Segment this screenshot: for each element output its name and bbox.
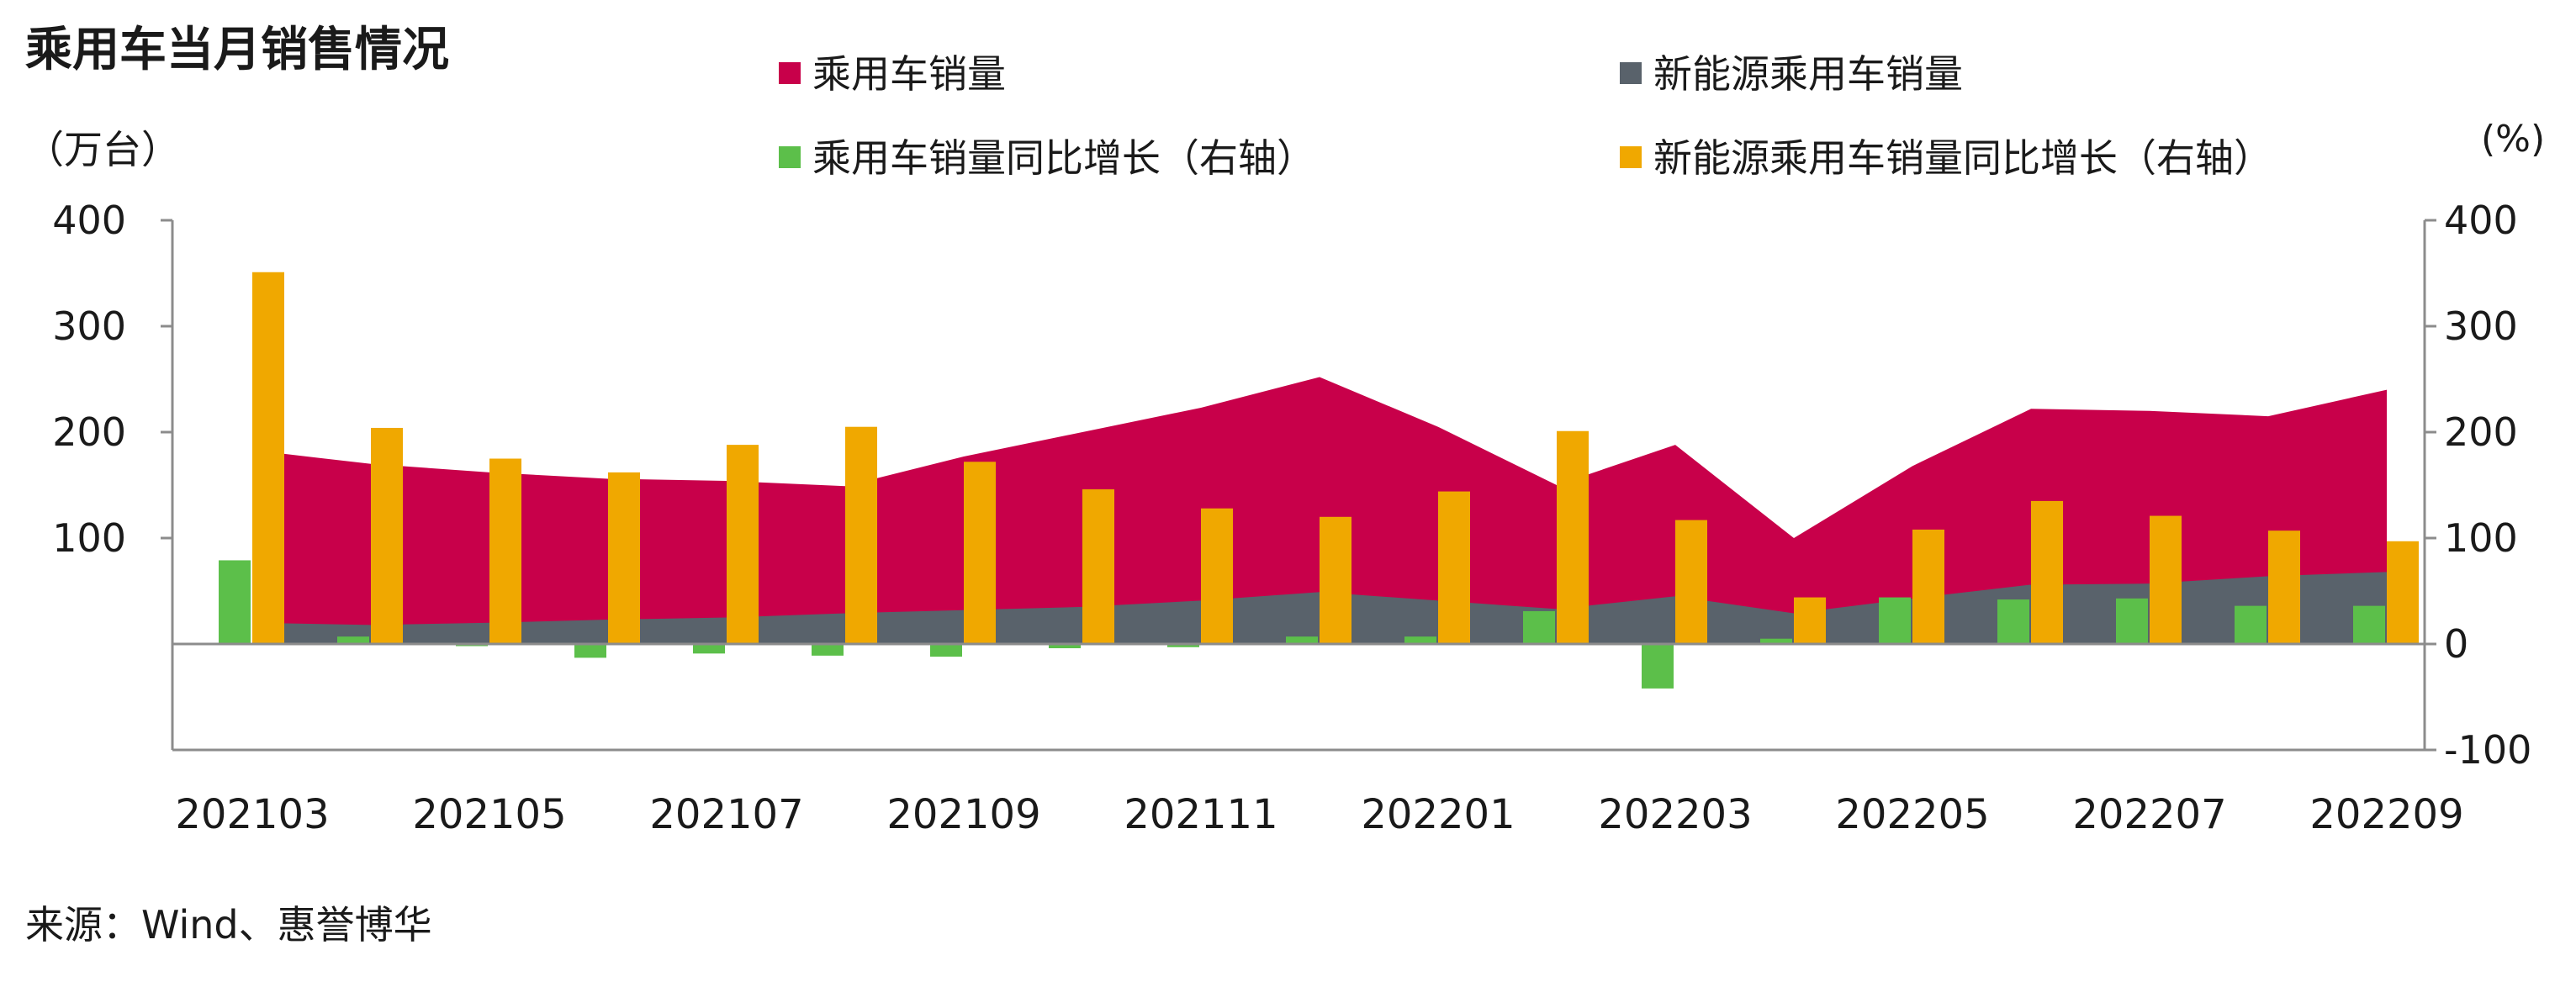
- legend-label-2: 新能源乘用车销量: [1653, 51, 1963, 97]
- legend-swatch-2: [1620, 62, 1642, 84]
- left-axis-unit: （万台）: [25, 127, 180, 172]
- bar-series-2-202105: [489, 458, 521, 644]
- bar-series-1-202208: [2235, 605, 2267, 644]
- bar-series-2-202107: [727, 445, 759, 644]
- bar-series-1-202206: [1997, 599, 2029, 644]
- bar-series-2-202109: [964, 462, 996, 644]
- bar-series-2-202203: [1675, 520, 1707, 644]
- bar-series-2-202103: [252, 272, 284, 644]
- legend-label-4: 新能源乘用车销量同比增长（右轴）: [1653, 135, 2272, 181]
- bar-series-1-202104: [337, 636, 369, 644]
- x-tick-label-202103: 202103: [175, 791, 329, 838]
- x-tick-label-202205: 202205: [1835, 791, 1989, 838]
- legend-label-3: 乘用车销量同比增长（右轴）: [812, 135, 1315, 181]
- bar-series-2-202112: [1320, 516, 1351, 644]
- left-tick-label-400: 400: [52, 198, 126, 243]
- bar-series-1-202112: [1286, 636, 1318, 644]
- x-tick-label-202201: 202201: [1361, 791, 1515, 838]
- bar-series-1-202111: [1167, 644, 1199, 647]
- right-axis-unit: (%): [2481, 118, 2545, 161]
- bar-series-1-202103: [219, 560, 251, 644]
- right-tick-label-300: 300: [2444, 303, 2518, 349]
- bar-series-2-202209: [2387, 541, 2419, 644]
- left-tick-label-100: 100: [52, 515, 126, 561]
- x-tick-label-202109: 202109: [886, 791, 1040, 838]
- chart-title: 乘用车当月销售情况: [25, 23, 449, 77]
- legend-swatch-4: [1620, 146, 1642, 168]
- bar-series-1-202205: [1879, 597, 1911, 644]
- bar-series-2-202110: [1082, 489, 1114, 644]
- bar-series-1-202107: [693, 644, 725, 654]
- area-series-1: [252, 377, 2387, 644]
- bar-series-2-202106: [608, 472, 640, 644]
- right-tick-label--100: -100: [2444, 727, 2531, 773]
- right-tick-label-200: 200: [2444, 409, 2518, 455]
- bar-series-2-202201: [1438, 491, 1470, 644]
- bar-series-1-202110: [1049, 644, 1081, 649]
- left-tick-label-300: 300: [52, 303, 126, 349]
- x-tick-label-202207: 202207: [2072, 791, 2226, 838]
- right-tick-label-0: 0: [2444, 621, 2468, 667]
- x-tick-label-202111: 202111: [1124, 791, 1277, 838]
- bar-series-1-202209: [2353, 605, 2385, 644]
- plot-area: 400 300 200 100 400 300 200 100 0 -100 202103 20210…: [52, 198, 2531, 838]
- right-tick-label-100: 100: [2444, 515, 2518, 561]
- legend-swatch-3: [779, 146, 801, 168]
- x-tick-label-202107: 202107: [649, 791, 803, 838]
- x-tick-label-202203: 202203: [1598, 791, 1752, 838]
- bar-series-1-202106: [574, 644, 606, 658]
- bar-series-2-202206: [2031, 500, 2063, 644]
- bar-series-1-202202: [1523, 610, 1555, 644]
- source-note: 来源：Wind、惠誉博华: [25, 902, 432, 947]
- bar-series-2-202108: [845, 426, 877, 644]
- right-tick-label-400: 400: [2444, 198, 2518, 243]
- legend-swatch-1: [779, 62, 801, 84]
- bar-series-2-202205: [1912, 529, 1944, 644]
- bar-series-2-202204: [1794, 597, 1826, 644]
- bar-series-2-202207: [2150, 515, 2182, 644]
- left-tick-label-200: 200: [52, 409, 126, 455]
- bar-series-1-202109: [930, 644, 962, 657]
- bar-series-2-202111: [1201, 508, 1233, 644]
- legend-label-1: 乘用车销量: [812, 51, 1006, 97]
- bar-series-1-202108: [812, 644, 844, 656]
- bar-series-2-202104: [371, 427, 403, 644]
- bar-series-2-202208: [2268, 530, 2300, 644]
- x-tick-label-202105: 202105: [412, 791, 566, 838]
- bar-series-1-202203: [1642, 644, 1674, 689]
- bar-series-1-202204: [1760, 638, 1792, 644]
- bar-series-1-202207: [2116, 598, 2148, 644]
- x-tick-label-202209: 202209: [2309, 791, 2463, 838]
- bar-series-2-202202: [1557, 430, 1589, 644]
- bar-series-1-202201: [1404, 636, 1436, 644]
